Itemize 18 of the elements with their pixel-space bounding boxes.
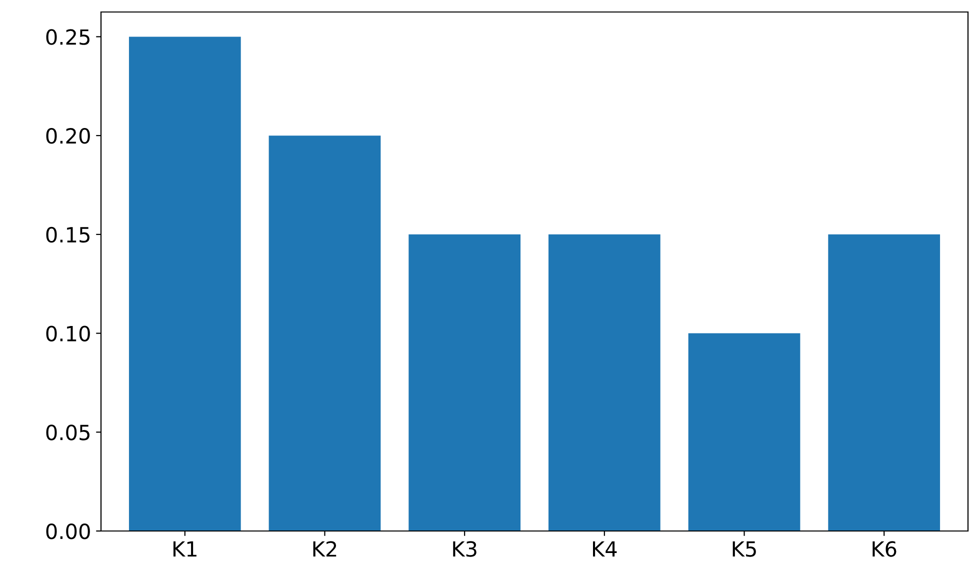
bar (828, 234, 940, 531)
bar (688, 333, 800, 531)
y-tick-label: 0.20 (46, 128, 90, 144)
bar (128, 36, 241, 531)
bar (268, 136, 381, 531)
x-tick-label: K3 (453, 541, 476, 557)
y-tick-label: 0.10 (46, 326, 90, 342)
bar (408, 234, 521, 531)
x-tick-label: K4 (593, 541, 617, 557)
bar (548, 234, 660, 531)
y-tick-label: 0.05 (46, 424, 90, 440)
y-tick-label: 0.15 (46, 226, 90, 243)
x-tick-label: K6 (872, 541, 896, 557)
x-tick-label: K1 (173, 541, 196, 557)
x-tick-label: K5 (732, 541, 756, 557)
y-tick-label: 0.00 (46, 523, 90, 540)
y-tick-label: 0.25 (46, 29, 90, 45)
x-tick-label: K2 (313, 541, 336, 557)
